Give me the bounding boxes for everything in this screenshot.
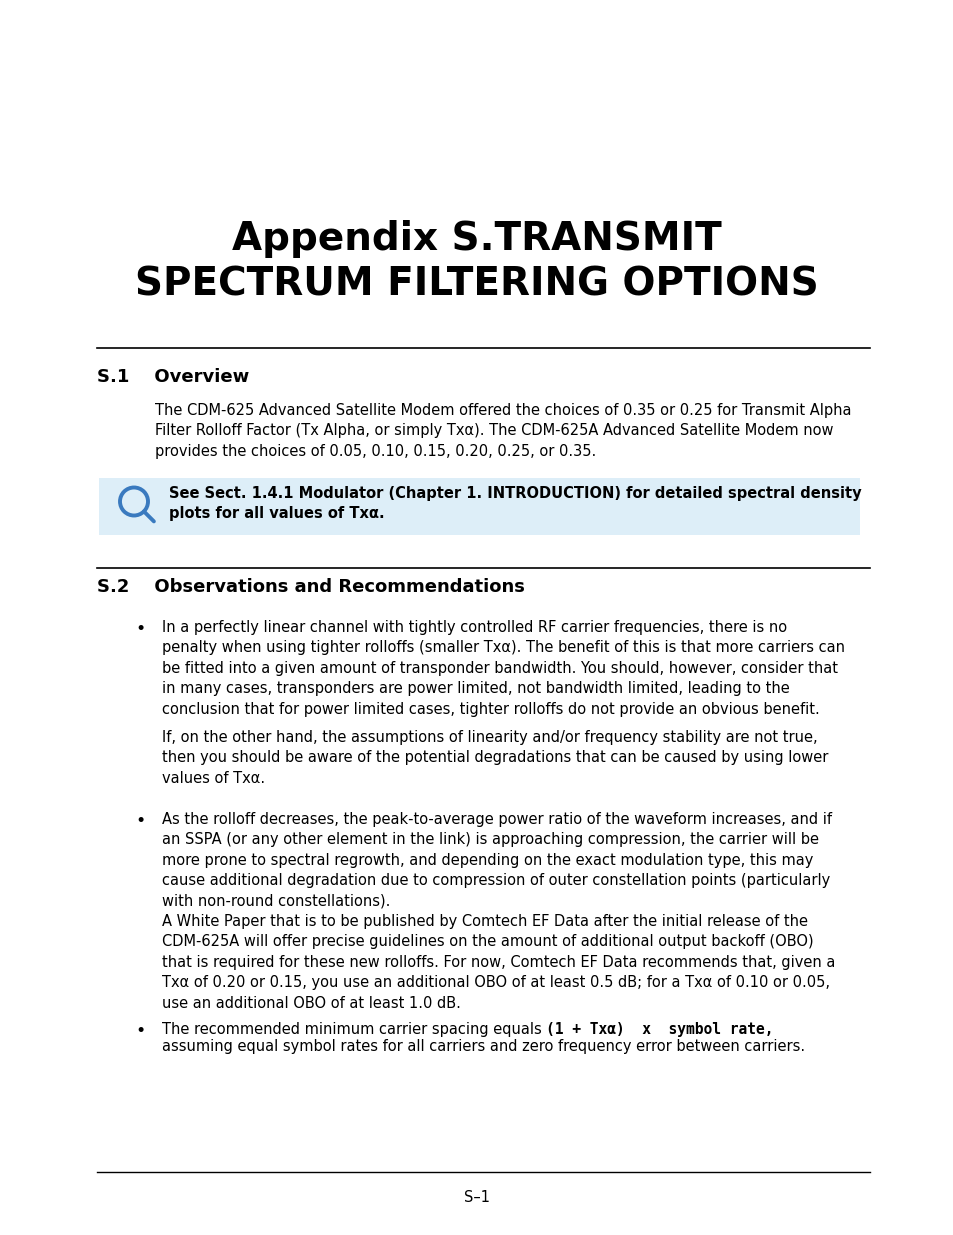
Text: S.1    Overview: S.1 Overview [97, 368, 249, 387]
Text: S–1: S–1 [463, 1191, 490, 1205]
Text: SPECTRUM FILTERING OPTIONS: SPECTRUM FILTERING OPTIONS [135, 266, 818, 303]
Text: A White Paper that is to be published by Comtech EF Data after the initial relea: A White Paper that is to be published by… [162, 914, 835, 1010]
Text: (1 + Txα)  x  symbol rate,: (1 + Txα) x symbol rate, [546, 1023, 773, 1037]
Text: In a perfectly linear channel with tightly controlled RF carrier frequencies, th: In a perfectly linear channel with tight… [162, 620, 844, 716]
Text: Appendix S.TRANSMIT: Appendix S.TRANSMIT [232, 220, 721, 258]
Text: As the rolloff decreases, the peak-to-average power ratio of the waveform increa: As the rolloff decreases, the peak-to-av… [162, 811, 831, 909]
Text: The CDM-625 Advanced Satellite Modem offered the choices of 0.35 or 0.25 for Tra: The CDM-625 Advanced Satellite Modem off… [154, 403, 851, 458]
Text: See Sect. 1.4.1 Modulator (Chapter 1. INTRODUCTION) for detailed spectral densit: See Sect. 1.4.1 Modulator (Chapter 1. IN… [169, 487, 861, 521]
FancyBboxPatch shape [99, 478, 859, 535]
Text: assuming equal symbol rates for all carriers and zero frequency error between ca: assuming equal symbol rates for all carr… [162, 1039, 804, 1053]
Text: S.2    Observations and Recommendations: S.2 Observations and Recommendations [97, 578, 524, 597]
Text: •: • [135, 1023, 145, 1040]
Text: •: • [135, 620, 145, 638]
Text: The recommended minimum carrier spacing equals: The recommended minimum carrier spacing … [162, 1023, 546, 1037]
Text: •: • [135, 811, 145, 830]
Text: If, on the other hand, the assumptions of linearity and/or frequency stability a: If, on the other hand, the assumptions o… [162, 730, 827, 785]
